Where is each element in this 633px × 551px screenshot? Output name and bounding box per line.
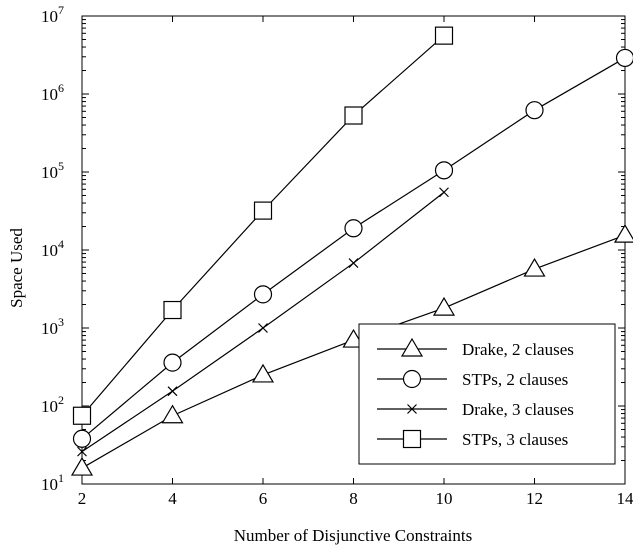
y-tick-label: 101: [41, 471, 64, 494]
legend-marker: [400, 337, 424, 357]
series-2: [72, 48, 633, 448]
data-point: [439, 187, 449, 198]
y-axis-title: Space Used: [7, 228, 26, 308]
legend: Drake, 2 clauses STPs, 2 clauses Drake, 3 …: [358, 323, 616, 465]
data-point: [70, 456, 94, 476]
x-tick-label: 4: [168, 489, 177, 508]
y-tick-label: 103: [41, 315, 64, 338]
data-point: [163, 300, 182, 320]
series-layer: [70, 26, 633, 476]
legend-item: Drake, 3 clauses: [377, 400, 574, 419]
data-point: [615, 48, 633, 68]
data-point: [161, 404, 184, 424]
legend-label: Drake, 3 clauses: [462, 400, 574, 419]
legend-label: STPs, 2 clauses: [462, 370, 568, 389]
series-4: [72, 26, 454, 425]
legend-marker: [402, 429, 422, 449]
series-3: [77, 187, 449, 457]
data-point: [251, 363, 275, 383]
x-tick-label: 12: [526, 489, 543, 508]
data-point: [72, 406, 92, 425]
data-point: [523, 257, 546, 277]
data-point: [434, 161, 454, 180]
data-point: [525, 101, 544, 120]
y-tick-label: 104: [41, 237, 64, 260]
x-tick-label: 2: [78, 489, 87, 508]
data-point: [432, 296, 456, 316]
x-tick-label: 6: [259, 489, 268, 508]
legend-label: STPs, 3 clauses: [462, 430, 568, 449]
data-point: [613, 223, 633, 243]
x-tick-label: 14: [617, 489, 633, 508]
data-point: [344, 219, 363, 238]
data-point: [167, 386, 178, 397]
data-point: [258, 323, 268, 333]
legend-item: STPs, 3 clauses: [377, 429, 568, 449]
data-point: [253, 201, 273, 220]
legend-marker: [402, 369, 422, 389]
data-point: [72, 429, 92, 448]
data-point: [77, 446, 87, 457]
y-tick-label: 105: [41, 159, 64, 182]
legend-item: Drake, 2 clauses: [377, 337, 574, 359]
x-tick-label: 10: [436, 489, 453, 508]
y-tick-label: 106: [41, 81, 64, 104]
data-point: [434, 26, 454, 45]
axes: 2 4 6 8 10 12 14 101 102 103 104 105 106 107: [41, 3, 633, 508]
data-point: [253, 285, 273, 304]
legend-box: [358, 323, 616, 465]
legend-item: STPs, 2 clauses: [377, 369, 568, 389]
x-axis-title: Number of Disjunctive Constraints: [234, 526, 472, 545]
legend-marker: [407, 404, 417, 414]
legend-label: Drake, 2 clauses: [462, 340, 574, 359]
data-point: [348, 258, 359, 268]
x-tick-label: 8: [349, 489, 358, 508]
y-tick-label: 102: [41, 393, 64, 416]
data-point: [163, 353, 182, 372]
series-1: [70, 223, 633, 476]
data-point: [344, 106, 363, 125]
y-tick-label: 107: [41, 3, 64, 26]
